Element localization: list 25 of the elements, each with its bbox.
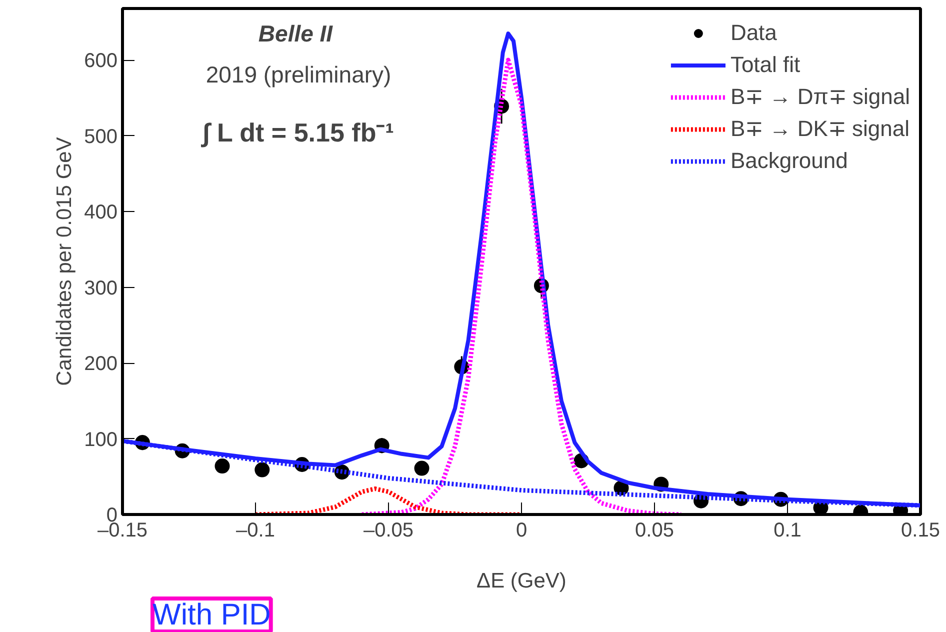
annotation: Belle II (258, 20, 334, 46)
y-tick-label: 300 (84, 277, 118, 300)
legend-label: Background (730, 147, 848, 175)
y-axis-title: Candidates per 0.015 GeV (53, 137, 76, 386)
y-tick-label: 500 (84, 126, 118, 148)
point (414, 460, 430, 476)
y-tick-label: 400 (84, 202, 118, 224)
legend-label: Total fit (730, 51, 800, 79)
point (254, 462, 270, 478)
x-tick-label: –0.1 (236, 520, 275, 542)
x-tick-label: 0.05 (635, 520, 674, 542)
annotation: ∫ L dt = 5.15 fb⁻¹ (200, 118, 394, 148)
y-tick-label: 100 (84, 428, 118, 451)
legend-label: B∓ → Dπ∓ signal (730, 83, 910, 111)
x-axis-title: ΔE (GeV) (476, 570, 566, 592)
x-tick-label: 0 (516, 520, 528, 542)
x-tick-label: 0.15 (901, 520, 940, 542)
annotation: 2019 (preliminary) (206, 62, 392, 88)
y-tick-label: 600 (84, 50, 118, 72)
y-tick-label: 200 (84, 353, 118, 376)
legend-label: B∓ → DK∓ signal (730, 115, 910, 143)
point (214, 458, 230, 474)
x-tick-label: 0.1 (774, 520, 802, 542)
legend-label: Data (730, 19, 777, 47)
x-tick-label: –0.05 (363, 520, 414, 542)
